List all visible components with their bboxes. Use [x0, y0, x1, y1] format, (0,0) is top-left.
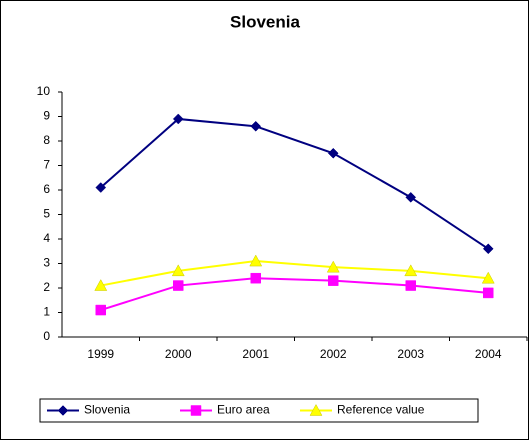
y-tick-label: 5	[43, 207, 50, 221]
data-point	[482, 243, 494, 255]
x-tick-label: 2003	[397, 347, 424, 361]
data-point	[405, 280, 416, 291]
data-point	[327, 147, 339, 159]
data-point	[95, 304, 106, 316]
x-tick-label: 2002	[320, 347, 347, 361]
series-line	[100, 117, 489, 250]
y-tick-label: 4	[43, 231, 50, 245]
data-point	[173, 280, 184, 291]
chart-title: Slovenia	[230, 12, 300, 31]
x-tick-label: 2000	[165, 347, 192, 361]
legend-label: Euro area	[217, 403, 270, 417]
y-tick-label: 9	[43, 109, 50, 123]
y-tick-label: 8	[43, 133, 50, 147]
data-point	[95, 182, 107, 193]
x-tick-label: 2004	[475, 347, 502, 361]
y-tick-label: 1	[43, 305, 50, 319]
data-point	[326, 260, 340, 273]
x-tick-label: 2001	[242, 347, 269, 361]
y-tick-label: 0	[43, 329, 50, 343]
data-point	[94, 279, 108, 291]
legend-box	[39, 398, 479, 423]
x-tick-label: 1999	[87, 347, 114, 361]
data-point	[171, 264, 185, 277]
legend-label: Slovenia	[84, 403, 130, 417]
y-tick-label: 3	[43, 256, 50, 270]
series-line	[100, 260, 489, 287]
legend-label: Reference value	[337, 403, 425, 417]
y-tick-label: 6	[43, 182, 50, 196]
y-tick-label: 10	[37, 84, 51, 98]
data-point	[405, 191, 417, 203]
data-point	[328, 275, 339, 286]
y-tick-label: 7	[43, 158, 50, 172]
data-point	[250, 120, 262, 132]
data-point	[249, 254, 263, 267]
legend-marker	[57, 405, 69, 416]
y-tick-label: 2	[43, 280, 50, 294]
data-point	[172, 113, 184, 125]
series-line	[100, 277, 489, 312]
data-point	[250, 272, 261, 284]
legend-marker	[309, 403, 323, 416]
data-point	[481, 271, 495, 284]
data-point	[404, 264, 418, 277]
legend-marker	[190, 405, 202, 416]
data-point	[483, 287, 494, 299]
